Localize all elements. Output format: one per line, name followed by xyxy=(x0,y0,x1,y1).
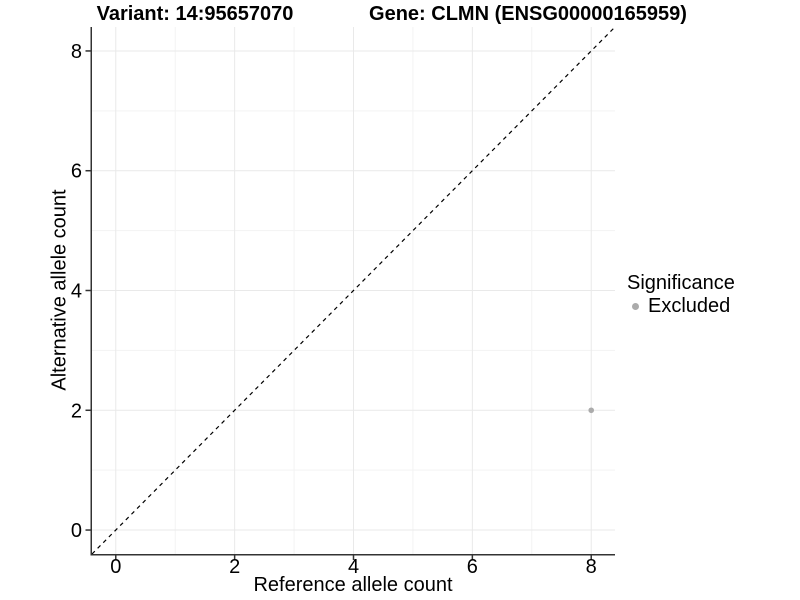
legend: Significance Excluded xyxy=(627,272,735,317)
data-point xyxy=(588,407,595,414)
y-tick-label: 2 xyxy=(71,400,82,422)
y-tick-label: 4 xyxy=(71,281,82,303)
y-tick-label: 8 xyxy=(71,41,82,63)
legend-title: Significance xyxy=(627,272,735,294)
x-tick-label: 6 xyxy=(467,556,478,578)
identity-reference-line xyxy=(91,26,616,555)
x-tick-label: 8 xyxy=(586,556,597,578)
legend-excluded-dot-icon xyxy=(632,302,639,310)
y-axis-title: Alternative allele count xyxy=(48,189,71,391)
x-tick-label: 2 xyxy=(229,556,240,578)
legend-entry-excluded: Excluded xyxy=(627,295,735,317)
plot-title-variant: Variant: 14:95657070 xyxy=(96,3,294,25)
y-tick-label: 6 xyxy=(71,161,82,183)
x-tick-label: 4 xyxy=(348,556,359,578)
x-axis-title: Reference allele count xyxy=(253,574,453,596)
legend-entry-label: Excluded xyxy=(648,295,731,317)
y-tick-label: 0 xyxy=(71,520,82,542)
plot-title-gene: Gene: CLMN (ENSG00000165959) xyxy=(369,3,687,25)
legend-key xyxy=(627,298,644,315)
x-tick-label: 0 xyxy=(110,556,121,578)
